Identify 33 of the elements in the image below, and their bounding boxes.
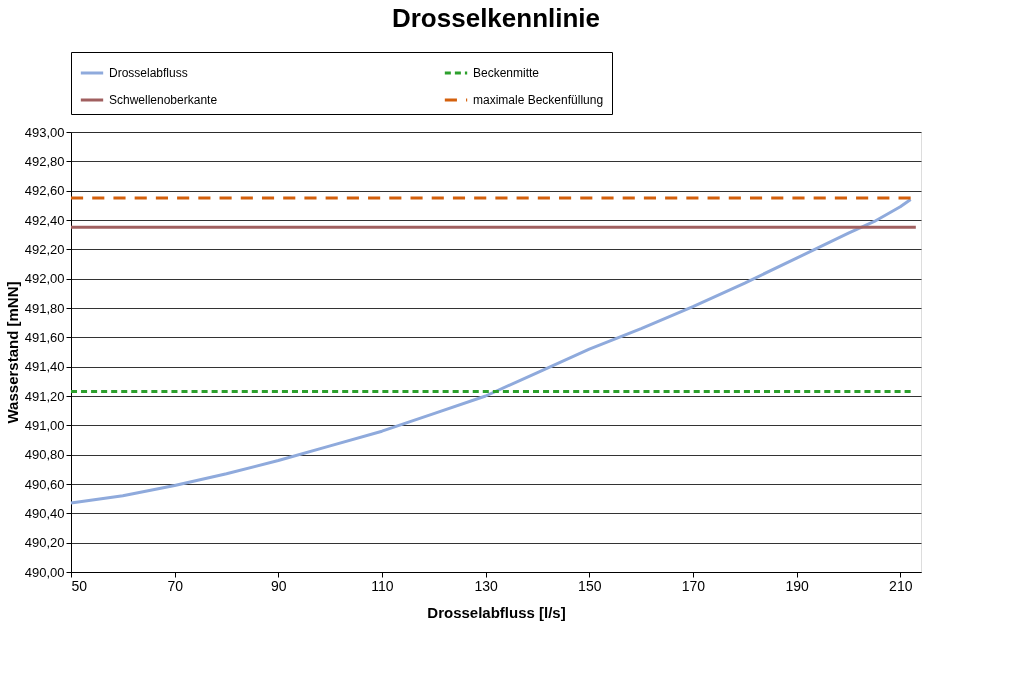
x-tick-label: 110 [371, 577, 394, 594]
x-tick-label: 170 [681, 577, 706, 594]
x-tick-label: 150 [578, 577, 602, 594]
y-tick-label: 490,20 [24, 535, 65, 551]
x-tick-label: 70 [167, 577, 184, 594]
x-tick-label: 210 [889, 577, 913, 594]
y-tick-label: 491,60 [24, 329, 65, 345]
y-tick-label: 492,80 [24, 153, 65, 169]
y-tick-label: 492,20 [24, 241, 65, 257]
y-tick-label: 490,00 [24, 564, 65, 580]
y-tick-label: 493,00 [24, 124, 65, 140]
legend-label: Beckenmitte [473, 66, 540, 80]
y-tick-label: 491,20 [24, 388, 65, 404]
chart-title: Drosselkennlinie [391, 2, 601, 33]
x-tick-label: 50 [71, 577, 88, 594]
x-tick-label: 190 [785, 577, 809, 594]
legend-label: Schwellenoberkante [109, 93, 218, 107]
legend-label: Drosselabfluss [109, 66, 188, 80]
y-tick-label: 492,60 [24, 183, 65, 199]
y-tick-label: 491,00 [24, 417, 65, 433]
x-tick-label: 90 [271, 577, 287, 594]
y-tick-label: 490,60 [24, 476, 65, 492]
x-axis-title: Drosselabfluss [l/s] [427, 603, 566, 621]
x-tick-label: 130 [474, 577, 499, 594]
y-tick-label: 490,80 [24, 447, 65, 463]
legend-label: maximale Beckenfüllung [473, 93, 604, 107]
y-tick-label: 491,80 [24, 300, 65, 316]
y-tick-label: 492,40 [24, 212, 65, 228]
y-axis-title: Wasserstand [mNN] [3, 281, 21, 424]
y-tick-label: 490,40 [24, 505, 65, 521]
y-tick-label: 491,40 [24, 359, 65, 375]
line-series [69, 197, 913, 505]
y-tick-label: 492,00 [24, 271, 65, 287]
